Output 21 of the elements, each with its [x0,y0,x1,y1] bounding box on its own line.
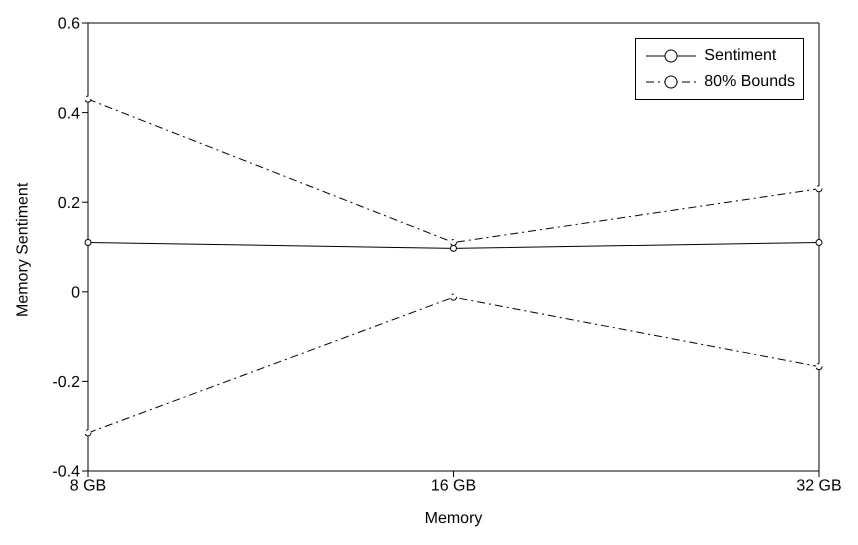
point [84,239,92,246]
y-axis-title: Memory Sentiment [14,182,32,317]
y-tick-label: 0.6 [58,16,80,33]
x-tick-label: 8 GB [70,477,106,494]
y-tick-label: 0 [71,284,80,302]
point [84,96,92,103]
y-tick-label: 0.4 [58,105,80,122]
point [816,239,822,246]
point [450,244,457,252]
point [816,185,822,192]
point [450,239,457,246]
legend-label: Sentiment [704,47,776,65]
y-tick-label: 0.2 [58,194,80,212]
legend-label: 80% Bounds [704,73,795,91]
x-tick-label: 16 GB [430,477,476,494]
point [816,363,822,370]
point [84,429,92,436]
y-tick-label: -0.2 [52,374,80,392]
point [450,294,457,301]
x-axis-title: Memory [424,510,482,527]
x-tick-label: 32 GB [796,477,842,494]
